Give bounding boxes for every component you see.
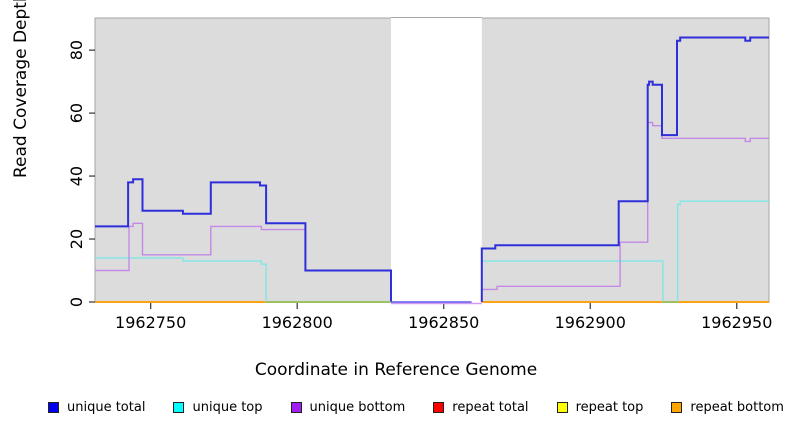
legend-item-unique-total: unique total: [48, 400, 145, 415]
legend-label: repeat top: [575, 400, 644, 415]
legend-item-unique-bottom: unique bottom: [290, 400, 406, 415]
x-axis-title: Coordinate in Reference Genome: [254, 360, 538, 380]
legend-label: repeat total: [452, 400, 529, 415]
legend-swatch-icon: [433, 402, 445, 413]
series-unique-total: [95, 178, 392, 302]
legend-item-repeat-total: repeat total: [433, 400, 529, 415]
legend-swatch-icon: [48, 402, 59, 413]
y-tick-label: 60: [67, 103, 86, 123]
series-unique-bottom: [481, 121, 769, 302]
x-tick-label: 1962750: [115, 313, 186, 332]
series-unique-top: [676, 200, 769, 302]
x-tick-label: 1962850: [408, 313, 479, 332]
legend-item-repeat-bottom: repeat bottom: [671, 400, 784, 415]
legend: unique total unique top unique bottom repea…: [48, 400, 784, 415]
masked-region: [390, 17, 482, 304]
series-unique-total: [480, 36, 769, 302]
series-unique-top: [95, 257, 267, 302]
legend-swatch-icon: [556, 402, 568, 413]
legend-item-unique-top: unique top: [173, 400, 263, 415]
legend-label: unique top: [192, 400, 263, 415]
x-tick-label: 1962950: [701, 313, 772, 332]
legend-label: repeat bottom: [690, 400, 784, 415]
legend-swatch-icon: [671, 402, 683, 413]
y-axis-title: Read Coverage Depth: [11, 0, 31, 178]
y-tick-label: 20: [67, 229, 86, 249]
legend-item-repeat-top: repeat top: [556, 400, 644, 415]
x-tick-label: 1962800: [262, 313, 333, 332]
x-tick-label: 1962900: [555, 313, 626, 332]
legend-label: unique bottom: [309, 400, 406, 415]
y-tick-label: 40: [67, 166, 86, 186]
legend-swatch-icon: [173, 402, 185, 413]
y-tick-label: 80: [67, 40, 86, 60]
legend-label: unique total: [67, 400, 146, 415]
legend-swatch-icon: [290, 402, 302, 413]
y-axis-title-text: Read Coverage Depth: [11, 0, 31, 178]
y-tick-label: 0: [67, 297, 86, 307]
